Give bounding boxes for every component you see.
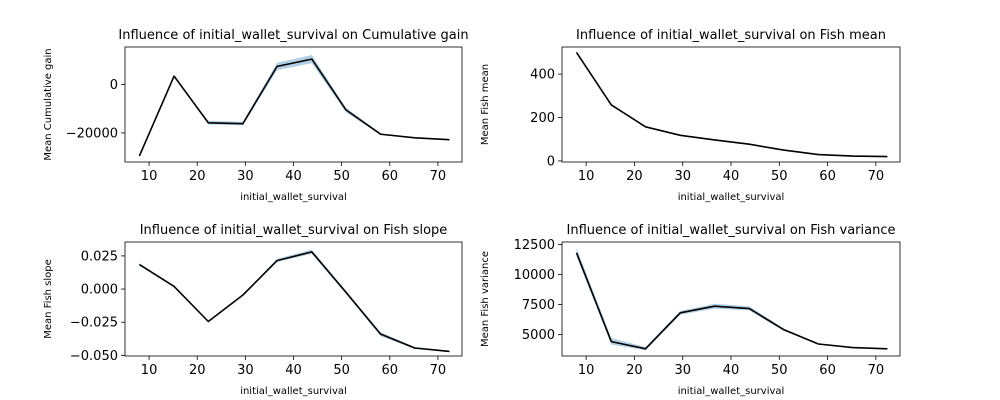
x-tick-label: 40 bbox=[723, 363, 740, 378]
x-tick-label: 60 bbox=[382, 169, 399, 184]
y-tick-label: 0.000 bbox=[81, 283, 118, 298]
y-tick-label: −20000 bbox=[66, 126, 118, 141]
series-line bbox=[138, 58, 450, 157]
y-axis-label: Mean Fish variance bbox=[480, 251, 491, 347]
y-axis-label: Mean Fish slope bbox=[43, 259, 54, 339]
x-tick-label: 70 bbox=[868, 169, 885, 184]
x-tick-label: 30 bbox=[674, 363, 691, 378]
x-tick-label: 70 bbox=[868, 363, 885, 378]
x-tick-label: 10 bbox=[141, 363, 158, 378]
y-tick-label: 7500 bbox=[522, 298, 555, 313]
x-tick-label: 30 bbox=[237, 363, 254, 378]
chart-panel-3: 10 20 30 40 50 60 70 0.025 0.000 −0.025 −0.050 Infl… bbox=[43, 223, 463, 397]
y-axis-label: Mean Fish mean bbox=[480, 64, 491, 145]
x-tick-label: 20 bbox=[626, 169, 643, 184]
y-tick-label: −0.025 bbox=[70, 316, 118, 331]
chart-panel-2: 10 20 30 40 50 60 70 0 200 400 Influence of initia… bbox=[480, 28, 901, 203]
y-tick-label: 400 bbox=[530, 68, 555, 83]
y-tick-label: 5000 bbox=[522, 328, 555, 343]
y-tick-label: 0 bbox=[547, 154, 555, 169]
series-line bbox=[575, 252, 888, 350]
y-tick-label: 0 bbox=[110, 78, 118, 93]
y-axis-label: Mean Cumulative gain bbox=[43, 48, 54, 160]
x-tick-label: 40 bbox=[285, 169, 302, 184]
x-tick-label: 70 bbox=[430, 169, 447, 184]
confidence-band bbox=[576, 248, 888, 351]
x-axis-label: initial_wallet_survival bbox=[678, 386, 785, 397]
chart-title: Influence of initial_wallet_survival on … bbox=[567, 223, 896, 238]
y-tick-label: 0.025 bbox=[81, 249, 118, 264]
confidence-band bbox=[139, 249, 450, 352]
x-tick-label: 60 bbox=[819, 363, 836, 378]
y-tick-label: 10000 bbox=[514, 268, 555, 283]
chart-title: Influence of initial_wallet_survival on … bbox=[140, 223, 448, 238]
chart-panel-1: 10 20 30 40 50 60 70 0 −20000 Influence of initia… bbox=[43, 28, 469, 203]
x-axis-label: initial_wallet_survival bbox=[678, 192, 785, 203]
confidence-band bbox=[139, 55, 450, 156]
x-tick-label: 50 bbox=[771, 363, 788, 378]
y-tick-label: −0.050 bbox=[70, 349, 118, 364]
chart-title: Influence of initial_wallet_survival on … bbox=[576, 28, 886, 43]
x-tick-label: 50 bbox=[333, 363, 350, 378]
x-tick-label: 30 bbox=[237, 169, 254, 184]
y-tick-label: 12500 bbox=[514, 238, 555, 253]
x-tick-label: 40 bbox=[285, 363, 302, 378]
axes-frame bbox=[561, 46, 901, 163]
x-tick-label: 30 bbox=[674, 169, 691, 184]
confidence-band bbox=[576, 52, 888, 157]
y-tick-label: 200 bbox=[530, 111, 555, 126]
x-axis-label: initial_wallet_survival bbox=[240, 386, 347, 397]
x-tick-label: 60 bbox=[819, 169, 836, 184]
axes-frame bbox=[124, 241, 463, 357]
chart-panel-4: 10 20 30 40 50 60 70 12500 10000 7500 5000 Influenc… bbox=[480, 223, 901, 397]
x-tick-label: 10 bbox=[578, 363, 595, 378]
series-line bbox=[575, 51, 888, 158]
x-tick-label: 70 bbox=[430, 363, 447, 378]
x-axis-label: initial_wallet_survival bbox=[240, 192, 347, 203]
x-tick-label: 60 bbox=[382, 363, 399, 378]
x-tick-label: 20 bbox=[626, 363, 643, 378]
x-tick-label: 10 bbox=[578, 169, 595, 184]
series-line bbox=[138, 251, 450, 353]
x-tick-label: 20 bbox=[189, 363, 206, 378]
x-tick-label: 50 bbox=[333, 169, 350, 184]
chart-title: Influence of initial_wallet_survival on … bbox=[118, 28, 468, 43]
x-tick-label: 10 bbox=[141, 169, 158, 184]
x-tick-label: 40 bbox=[723, 169, 740, 184]
x-tick-label: 50 bbox=[771, 169, 788, 184]
x-tick-label: 20 bbox=[189, 169, 206, 184]
